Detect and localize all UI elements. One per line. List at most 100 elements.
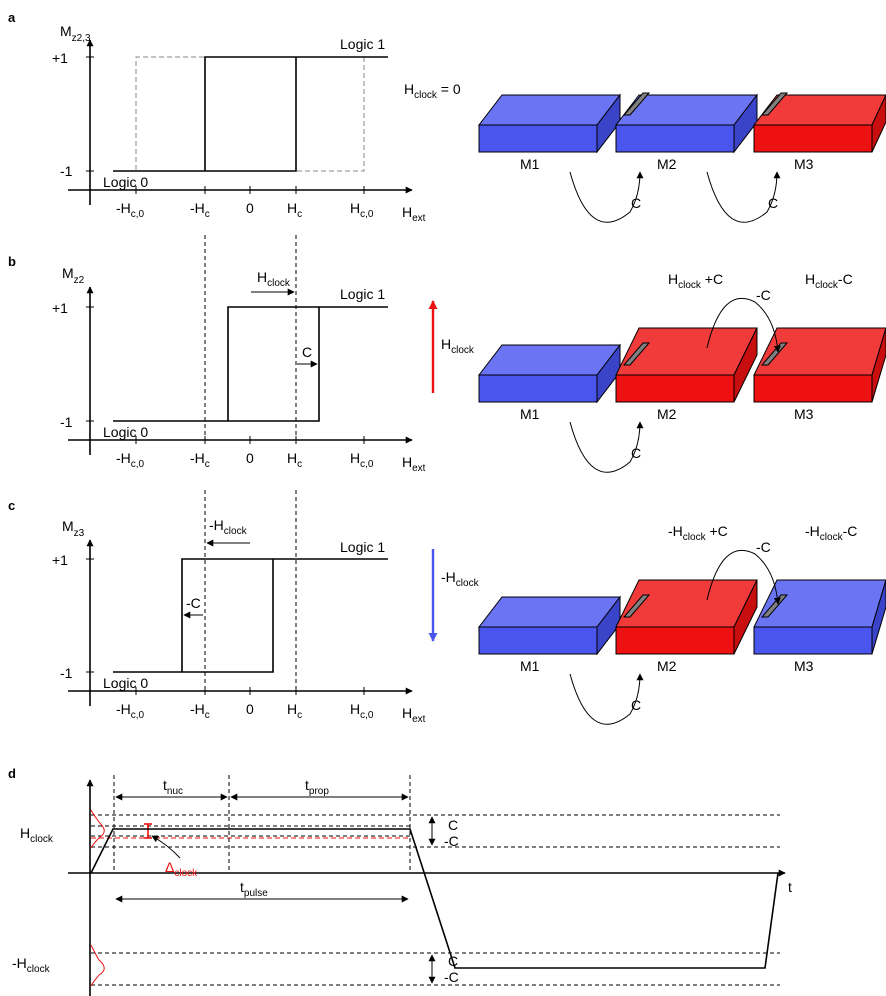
magnet-m1 — [477, 93, 622, 154]
plus-one-label: +1 — [52, 50, 68, 66]
coupling-label-2: C — [768, 195, 778, 211]
minus-one-label: -1 — [60, 163, 73, 179]
pulse-waveform — [90, 828, 779, 969]
logic-0-label: Logic 0 — [103, 675, 148, 691]
panel-d: d t tnuc tprop tpulse — [8, 766, 792, 996]
m-axis-label: Mz2,3 — [60, 23, 91, 44]
wide-loop — [113, 56, 365, 172]
m2-label: M2 — [657, 156, 677, 172]
logic-1-label: Logic 1 — [340, 539, 385, 555]
hc0-label: Hc,0 — [350, 701, 374, 721]
m-axis-label: Mz3 — [62, 518, 85, 539]
m3-label: M3 — [794, 658, 814, 674]
hysteresis-loop — [113, 56, 388, 172]
c-upper-label: C — [448, 817, 458, 833]
h-ext-label: Hext — [402, 705, 426, 725]
m3-label: M3 — [794, 156, 814, 172]
dist-upper — [90, 809, 105, 849]
panel-b: b Mz2 +1 -1 Logic 1 Logic 0 Hclock C -Hc… — [8, 235, 886, 474]
hc-label: Hc — [287, 701, 302, 721]
back-coupling-label: -C — [756, 539, 771, 555]
coupling-arrow — [569, 673, 644, 725]
neg-hc0-label: -Hc,0 — [116, 450, 145, 470]
hysteresis-loop — [113, 306, 388, 422]
t-nuc-label: tnuc — [163, 777, 183, 797]
h-clock-zero-label: Hclock = 0 — [404, 81, 461, 101]
magnet-m2 — [615, 579, 758, 655]
hysteresis-loop — [113, 558, 388, 673]
h-clock-side-label: Hclock — [441, 336, 475, 356]
panel-d-tag: d — [8, 766, 16, 781]
magnet-m2 — [615, 327, 758, 403]
hc-label: Hc — [287, 200, 302, 220]
magnet-m3 — [753, 579, 886, 655]
neg-c-upper-label: -C — [444, 833, 459, 849]
magnet-m3 — [753, 327, 886, 403]
coupling-arrow-1 — [569, 171, 644, 223]
h-clock-shift-label: Hclock — [257, 269, 291, 289]
coupling-arrow-2 — [706, 171, 781, 223]
t-pulse-label: tpulse — [240, 879, 268, 899]
m3-label: M3 — [794, 406, 814, 422]
m1-label: M1 — [520, 156, 540, 172]
m-axis-label: Mz2 — [62, 265, 85, 286]
minus-one-label: -1 — [60, 414, 73, 430]
m2-field-label: -Hclock +C — [668, 523, 728, 543]
panel-a: a Mz2,3 +1 -1 Logic 1 Logic 0 -Hc,0 -Hc … — [8, 10, 886, 224]
magnet-m1 — [477, 595, 622, 656]
neg-c-lower-label: -C — [444, 969, 459, 985]
logic-0-label: Logic 0 — [103, 424, 148, 440]
m1-label: M1 — [520, 658, 540, 674]
dist-lower — [90, 944, 105, 987]
m3-field-label: -Hclock-C — [805, 523, 857, 543]
m2-field-label: Hclock +C — [668, 271, 723, 291]
plus-one-label: +1 — [52, 552, 68, 568]
minus-one-label: -1 — [60, 665, 73, 681]
m3-field-label: Hclock-C — [805, 271, 853, 291]
neg-hc-label: -Hc — [190, 200, 210, 220]
t-prop-label: tprop — [305, 777, 329, 797]
magnet-m3 — [752, 92, 886, 153]
coupling-arrow — [569, 421, 644, 473]
logic-1-label: Logic 1 — [340, 286, 385, 302]
coupling-label: C — [631, 445, 641, 461]
c-lower-label: C — [448, 953, 458, 969]
neg-hc0-label: -Hc,0 — [116, 200, 145, 220]
magnet-m2 — [614, 92, 759, 154]
panel-a-tag: a — [8, 10, 16, 25]
back-coupling-label: -C — [756, 287, 771, 303]
zero-label: 0 — [246, 701, 254, 717]
neg-h-clock-shift-label: -Hclock — [209, 517, 248, 537]
h-ext-label: Hext — [402, 204, 426, 224]
time-axis-label: t — [788, 879, 792, 895]
panel-c: c Mz3 +1 -1 Logic 1 Logic 0 -Hclock -C -… — [8, 490, 886, 725]
neg-c-shift-label: -C — [186, 595, 201, 611]
zero-label: 0 — [246, 450, 254, 466]
back-coupling-arrow — [706, 549, 781, 605]
logic-0-label: Logic 0 — [103, 174, 148, 190]
neg-h-clock-side-label: -Hclock — [441, 569, 480, 589]
hc0-label: Hc,0 — [350, 450, 374, 470]
delta-clock-label: Δclock — [165, 859, 198, 879]
zero-label: 0 — [246, 200, 254, 216]
coupling-label: C — [631, 697, 641, 713]
m2-label: M2 — [657, 406, 677, 422]
coupling-label-1: C — [631, 195, 641, 211]
neg-hc-label: -Hc — [190, 450, 210, 470]
neg-hc0-label: -Hc,0 — [116, 701, 145, 721]
logic-1-label: Logic 1 — [340, 36, 385, 52]
panel-c-tag: c — [8, 498, 15, 513]
m2-label: M2 — [657, 658, 677, 674]
plus-one-label: +1 — [52, 300, 68, 316]
back-coupling-arrow — [706, 297, 781, 353]
hc0-label: Hc,0 — [350, 200, 374, 220]
h-ext-label: Hext — [402, 454, 426, 474]
neg-h-clock-level-label: -Hclock — [12, 955, 51, 975]
m1-label: M1 — [520, 406, 540, 422]
neg-hc-label: -Hc — [190, 701, 210, 721]
panel-b-tag: b — [8, 254, 16, 269]
h-clock-level-label: Hclock — [20, 825, 54, 845]
hc-label: Hc — [287, 450, 302, 470]
magnet-m1 — [477, 343, 622, 404]
